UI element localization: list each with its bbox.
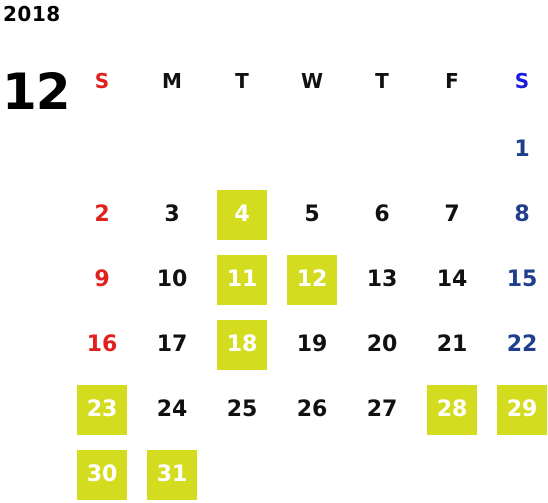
day-cell-7[interactable]: 7 <box>444 202 460 227</box>
day-cell-16[interactable]: 16 <box>86 332 118 357</box>
day-cell-28[interactable]: 28 <box>427 385 477 435</box>
weekday-fri: F <box>445 69 459 93</box>
day-cell-14[interactable]: 14 <box>436 267 468 292</box>
day-cell-21[interactable]: 21 <box>436 332 468 357</box>
day-cell-17[interactable]: 17 <box>156 332 188 357</box>
day-cell-30[interactable]: 30 <box>77 450 127 500</box>
day-cell-8[interactable]: 8 <box>514 202 530 227</box>
day-cell-20[interactable]: 20 <box>366 332 398 357</box>
day-cell-6[interactable]: 6 <box>374 202 390 227</box>
day-cell-12[interactable]: 12 <box>287 255 337 305</box>
day-cell-23[interactable]: 23 <box>77 385 127 435</box>
day-cell-18[interactable]: 18 <box>217 320 267 370</box>
weekday-thu: T <box>375 69 389 93</box>
day-cell-9[interactable]: 9 <box>94 267 110 292</box>
day-cell-1[interactable]: 1 <box>514 137 530 162</box>
day-cell-4[interactable]: 4 <box>217 190 267 240</box>
calendar-month: 12 <box>2 63 71 121</box>
calendar-year: 2018 <box>3 2 61 26</box>
day-cell-13[interactable]: 13 <box>366 267 398 292</box>
day-cell-11[interactable]: 11 <box>217 255 267 305</box>
day-cell-26[interactable]: 26 <box>296 397 328 422</box>
day-cell-15[interactable]: 15 <box>506 267 538 292</box>
day-cell-27[interactable]: 27 <box>366 397 398 422</box>
day-cell-3[interactable]: 3 <box>164 202 180 227</box>
weekday-wed: W <box>300 69 324 93</box>
weekday-tue: T <box>235 69 249 93</box>
day-cell-22[interactable]: 22 <box>506 332 538 357</box>
day-cell-31[interactable]: 31 <box>147 450 197 500</box>
day-cell-19[interactable]: 19 <box>296 332 328 357</box>
weekday-mon: M <box>162 69 182 93</box>
weekday-sat: S <box>514 69 530 93</box>
weekday-sun: S <box>94 69 110 93</box>
day-cell-25[interactable]: 25 <box>226 397 258 422</box>
day-cell-24[interactable]: 24 <box>156 397 188 422</box>
day-cell-29[interactable]: 29 <box>497 385 547 435</box>
day-cell-5[interactable]: 5 <box>304 202 320 227</box>
day-cell-2[interactable]: 2 <box>94 202 110 227</box>
day-cell-10[interactable]: 10 <box>156 267 188 292</box>
